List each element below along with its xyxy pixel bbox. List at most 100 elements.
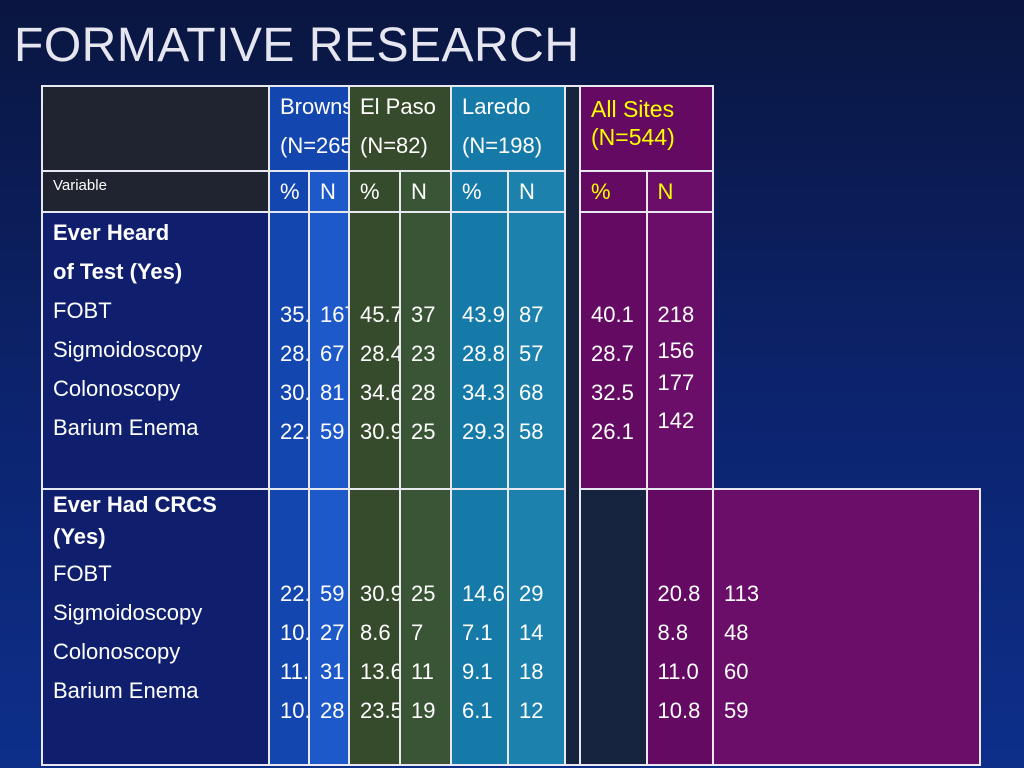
value: 28.4 [360, 341, 400, 366]
value: 59 [320, 419, 345, 444]
variable-item: Sigmoidoscopy [53, 337, 203, 362]
n-label: N [308, 170, 350, 213]
value-cell: 30.9 8.6 13.6 23.5 [348, 488, 401, 766]
value: 22.3 [280, 581, 307, 606]
value: 87 [519, 302, 544, 327]
variable-cell: Ever Heard of Test (Yes) FOBT Sigmoidosc… [41, 211, 270, 490]
value: 59 [724, 698, 749, 723]
table-row-ever-had: Ever Had CRCS (Yes) FOBT Sigmoidoscopy C… [41, 488, 981, 766]
header-el-paso: El Paso (N=82) [348, 85, 452, 172]
value: 8.6 [360, 620, 391, 645]
section-heading: Ever Had CRCS [53, 492, 217, 517]
header-laredo: Laredo (N=198) [450, 85, 566, 172]
value: 14.6 [462, 581, 505, 606]
value-cell: 20.8 8.8 11.0 10.8 [645, 488, 714, 766]
value: 23 [411, 341, 436, 366]
site-n: (N=544) [591, 124, 675, 150]
value: 113 [724, 581, 760, 606]
n-label: N [399, 170, 452, 213]
value: 156 [657, 338, 695, 363]
section-heading: (Yes) [53, 524, 106, 549]
value-cell: 218 156 177 142 [645, 211, 714, 490]
value: 28.7 [280, 341, 307, 366]
variable-item: FOBT [53, 561, 112, 586]
pct-label: % [348, 170, 401, 213]
value: 20.8 [657, 581, 701, 606]
page-title: FORMATIVE RESEARCH [14, 19, 580, 72]
header-brownsville: Brownsville (N=265) [268, 85, 350, 172]
value: 28 [411, 380, 436, 405]
value: 8.8 [657, 620, 689, 645]
value-cell: 37 23 28 25 [399, 211, 452, 490]
pct-label: % [579, 170, 648, 213]
value: 14 [519, 620, 544, 645]
site-n: (N=82) [360, 133, 428, 158]
value: 48 [724, 620, 749, 645]
site-name: El Paso [360, 94, 436, 119]
section-heading: Ever Heard [53, 220, 170, 245]
value-cell: 40.1 28.7 32.5 26.1 [579, 211, 648, 490]
value: 10.6 [280, 698, 307, 723]
variable-item: Barium Enema [53, 678, 199, 703]
value: 10.8 [657, 698, 701, 723]
value-cell: 87 57 68 58 [507, 211, 566, 490]
variable-item: FOBT [53, 298, 112, 323]
value-cell: 35.5 28.7 30.6 22.3 [268, 211, 310, 490]
results-table: Brownsville (N=265) El Paso (N=82) Lared… [41, 85, 981, 766]
value: 10.2 [280, 620, 307, 645]
site-name: Laredo [462, 94, 531, 119]
value: 34.6 [360, 380, 400, 405]
value: 68 [519, 380, 544, 405]
value: 11 [411, 659, 434, 684]
value: 67 [320, 341, 345, 366]
value: 23.5 [360, 698, 400, 723]
value: 35.5 [280, 302, 307, 327]
column-separator [579, 488, 648, 766]
value: 9.1 [462, 659, 493, 684]
variable-item: Sigmoidoscopy [53, 600, 203, 625]
value-cell: 43.9 28.8 34.3 29.3 [450, 211, 509, 490]
value: 59 [320, 581, 345, 606]
value: 40.1 [591, 302, 634, 327]
variable-item: Colonoscopy [53, 639, 181, 664]
table-subheader-row: Variable % N % N % N % N [41, 170, 980, 213]
n-label: N [507, 170, 566, 213]
table-header-row: Brownsville (N=265) El Paso (N=82) Lared… [41, 85, 980, 766]
value: 11.0 [657, 659, 699, 684]
value: 218 [657, 302, 695, 327]
value-cell: 29 14 18 12 [507, 488, 566, 766]
site-name: All Sites [591, 96, 675, 122]
value: 60 [724, 659, 749, 684]
value: 142 [657, 408, 695, 433]
value: 26.1 [591, 419, 634, 444]
value: 25 [411, 419, 436, 444]
site-n: (N=265) [280, 133, 347, 158]
value: 81 [320, 380, 345, 405]
value: 57 [519, 341, 544, 366]
section-heading: of Test (Yes) [53, 259, 183, 284]
value: 30.9 [360, 419, 400, 444]
n-label: N [645, 170, 714, 213]
value: 27 [320, 620, 345, 645]
value: 7.1 [462, 620, 493, 645]
value: 30.9 [360, 581, 400, 606]
table-row-ever-heard: Ever Heard of Test (Yes) FOBT Sigmoidosc… [41, 211, 980, 490]
value: 32.5 [591, 380, 634, 405]
variable-item: Colonoscopy [53, 376, 181, 401]
value-cell: 45.7 28.4 34.6 30.9 [348, 211, 401, 490]
value: 12 [519, 698, 544, 723]
value: 167 [320, 302, 347, 327]
pct-label: % [450, 170, 509, 213]
header-all-sites: All Sites (N=544) [579, 85, 714, 172]
value: 37 [411, 302, 436, 327]
value: 28.7 [591, 341, 634, 366]
value: 11.7 [280, 659, 309, 684]
value: 177 [657, 370, 695, 395]
value: 7 [411, 620, 424, 645]
value: 13.6 [360, 659, 400, 684]
value: 6.1 [462, 698, 493, 723]
value-cell: 22.3 10.2 11.7 10.6 [268, 488, 310, 766]
value: 18 [519, 659, 544, 684]
site-name: Brownsville [280, 94, 347, 119]
variable-item: Barium Enema [53, 415, 199, 440]
